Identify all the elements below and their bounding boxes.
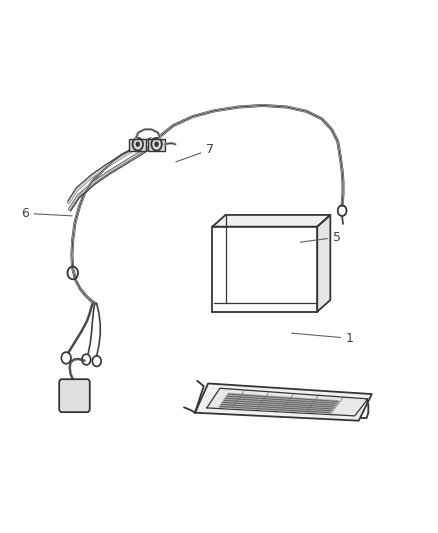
Text: 6: 6 — [21, 207, 72, 220]
Bar — [130, 139, 146, 151]
Circle shape — [154, 142, 159, 147]
Text: 7: 7 — [176, 143, 214, 162]
FancyBboxPatch shape — [59, 379, 90, 412]
Text: 5: 5 — [300, 231, 341, 244]
Text: 1: 1 — [292, 332, 354, 345]
Polygon shape — [207, 388, 368, 416]
Bar — [148, 139, 165, 151]
Polygon shape — [195, 383, 372, 421]
Polygon shape — [212, 215, 330, 227]
Polygon shape — [317, 215, 330, 312]
Circle shape — [136, 142, 140, 147]
Bar — [212, 227, 317, 312]
